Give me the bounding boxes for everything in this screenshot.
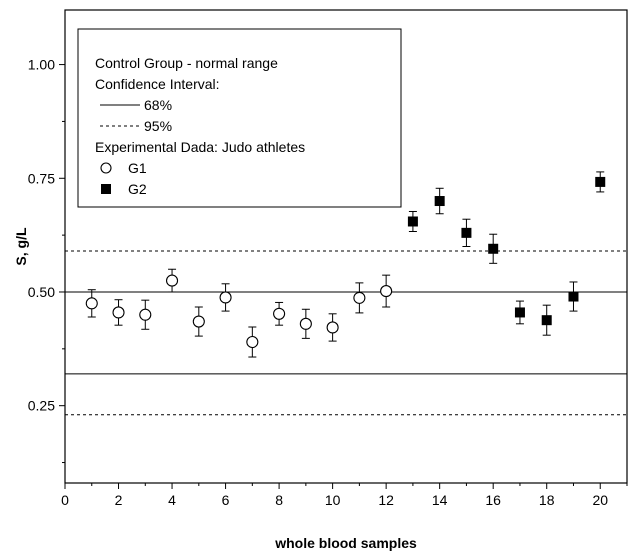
x-tick-label: 2 — [115, 492, 123, 508]
x-tick-label: 8 — [275, 492, 283, 508]
legend-entry-text: 68% — [144, 97, 172, 113]
y-tick-label: 0.50 — [28, 284, 55, 300]
data-point-g1 — [299, 317, 312, 330]
data-point-g2 — [407, 216, 418, 227]
data-point-g1 — [112, 306, 125, 319]
y-tick-label: 1.00 — [28, 57, 55, 73]
data-point-g1 — [326, 321, 339, 334]
data-point-g1 — [246, 335, 259, 349]
legend-entry-text: G1 — [128, 160, 147, 176]
data-point-g2 — [514, 307, 525, 318]
x-tick-label: 0 — [61, 492, 69, 508]
legend-box — [77, 28, 402, 208]
data-point-g1 — [165, 274, 179, 287]
legend-entry-text: 95% — [144, 118, 172, 134]
y-tick-label: 0.75 — [28, 170, 55, 186]
legend-entry-text: Confidence Interval: — [95, 76, 220, 92]
x-tick-label: 6 — [222, 492, 230, 508]
plot-layer: 0 2 4 6 8 10 12 14 16 18 20 0.25 0.50 0.75 1.00 — [28, 9, 628, 508]
data-point-g1 — [219, 291, 232, 304]
y-axis-title: S, g/L — [13, 227, 29, 266]
data-point-g1 — [273, 307, 286, 320]
data-point-g2 — [488, 243, 499, 254]
y-tick-label: 0.25 — [28, 398, 55, 414]
x-tick-label: 4 — [168, 492, 176, 508]
legend-entry-text: Experimental Dada: Judo athletes — [95, 139, 305, 155]
legend-entry-text: Control Group - normal range — [95, 55, 278, 71]
data-point-g2 — [434, 196, 445, 207]
x-tick-label: 10 — [325, 492, 341, 508]
data-point-g2 — [461, 227, 472, 238]
data-point-g1 — [353, 291, 366, 304]
data-point-g2 — [568, 291, 579, 302]
x-tick-label: 16 — [485, 492, 501, 508]
data-point-g1 — [85, 297, 98, 310]
plot-frame — [64, 9, 628, 484]
data-point-g2 — [541, 315, 552, 326]
x-tick-label: 12 — [378, 492, 394, 508]
data-point-g1 — [380, 285, 393, 298]
data-point-g2 — [595, 176, 606, 187]
x-tick-label: 20 — [592, 492, 608, 508]
x-tick-label: 14 — [432, 492, 448, 508]
legend-symbol-filled-square — [101, 184, 111, 194]
data-point-g1 — [139, 308, 152, 321]
legend-entry-text: G2 — [128, 181, 147, 197]
legend-symbol-open-circle — [100, 162, 112, 174]
x-tick-label: 18 — [539, 492, 555, 508]
legend: Control Group - normal range Confidence I… — [77, 28, 402, 208]
data-point-g1 — [192, 315, 205, 328]
x-axis-title: whole blood samples — [274, 535, 417, 551]
